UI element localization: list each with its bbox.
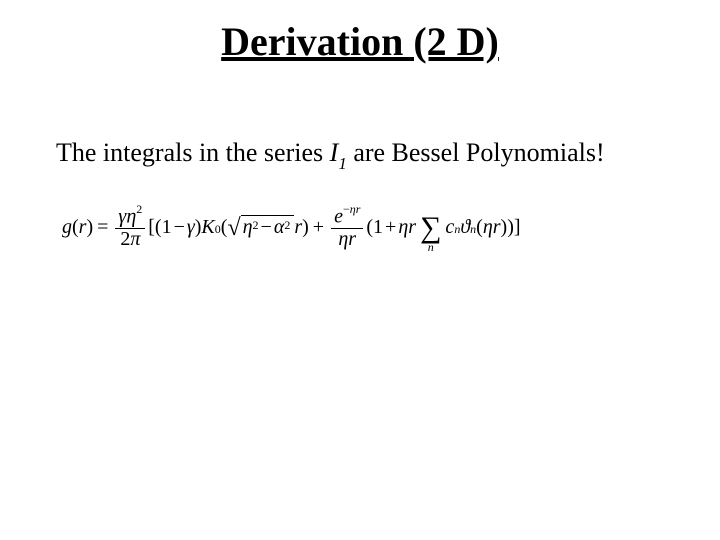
eq-eta3: η — [398, 216, 408, 239]
eq-p2c: ) — [507, 216, 514, 239]
eq-K: K — [201, 216, 214, 239]
frac2-e: e — [334, 206, 343, 228]
subtitle-symbol: I — [330, 138, 339, 167]
eq-r: r — [79, 216, 87, 239]
eq-sum: ∑ n — [418, 209, 443, 253]
subtitle-post: are Bessel Polynomials! — [347, 138, 605, 167]
eq-K-open: ( — [221, 216, 228, 239]
sqrt-surd: √ — [227, 217, 240, 241]
equation: g ( r ) = γη2 2π [ ( 1 − γ ) K 0 ( — [62, 205, 662, 250]
sqrt-eta: η — [243, 216, 253, 239]
eq-minus: − — [174, 216, 185, 239]
sqrt-minus: − — [261, 216, 272, 239]
eq-theta-close: ) — [501, 216, 508, 239]
eq-theta-open: ( — [476, 216, 483, 239]
eq-close: ) — [86, 216, 93, 239]
eq-gamma2: γ — [187, 216, 195, 239]
eq-open: ( — [72, 216, 79, 239]
eq-K-sub: 0 — [215, 222, 221, 237]
frac1-sup: 2 — [136, 202, 142, 216]
sqrt-alpha: α — [274, 216, 285, 239]
eq-rbrack: ] — [514, 216, 521, 239]
eq-one: 1 — [162, 216, 172, 239]
eq-p2o: ( — [366, 216, 373, 239]
frac2-exp-r: r — [356, 202, 361, 216]
eq-one2: 1 — [373, 216, 383, 239]
eq-c-sub: n — [454, 222, 460, 237]
sum-sigma: ∑ — [420, 211, 441, 245]
eq-r3: r — [408, 216, 416, 239]
eq-eta4: η — [483, 216, 493, 239]
eq-frac1: γη2 2π — [115, 205, 145, 250]
eq-frac2: e−ηr ηr — [331, 205, 363, 250]
eq-theta-sub: n — [470, 222, 476, 237]
eq-r-after-sqrt: r — [294, 216, 302, 239]
eq-r4: r — [493, 216, 501, 239]
frac1-two: 2 — [120, 228, 130, 250]
subtitle: The integrals in the series I1 are Besse… — [56, 138, 605, 172]
frac2-den-eta: η — [338, 228, 348, 250]
sqrt-eta-sup: 2 — [253, 218, 259, 233]
eq-plus2: + — [385, 216, 396, 239]
eq-equals: = — [97, 216, 108, 239]
frac2-den-r: r — [348, 228, 356, 250]
frac1-pi: π — [130, 228, 140, 250]
eq-c: c — [445, 216, 454, 239]
subtitle-subscript: 1 — [338, 154, 347, 173]
eq-K-close: ) — [302, 216, 309, 239]
eq-p1o: ( — [155, 216, 162, 239]
eq-plus: + — [313, 216, 324, 239]
sqrt-alpha-sup: 2 — [284, 218, 290, 233]
frac2-exp-minus: − — [343, 202, 350, 216]
subtitle-pre: The integrals in the series — [56, 138, 330, 167]
eq-g: g — [62, 216, 72, 239]
eq-theta: ϑ — [460, 216, 470, 239]
eq-lbrack: [ — [148, 216, 155, 239]
slide: Derivation (2 D) The integrals in the se… — [0, 0, 720, 540]
eq-sqrt: √ η2 − α2 — [227, 215, 294, 239]
page-title: Derivation (2 D) — [0, 18, 720, 65]
frac1-eta: η — [126, 206, 136, 228]
